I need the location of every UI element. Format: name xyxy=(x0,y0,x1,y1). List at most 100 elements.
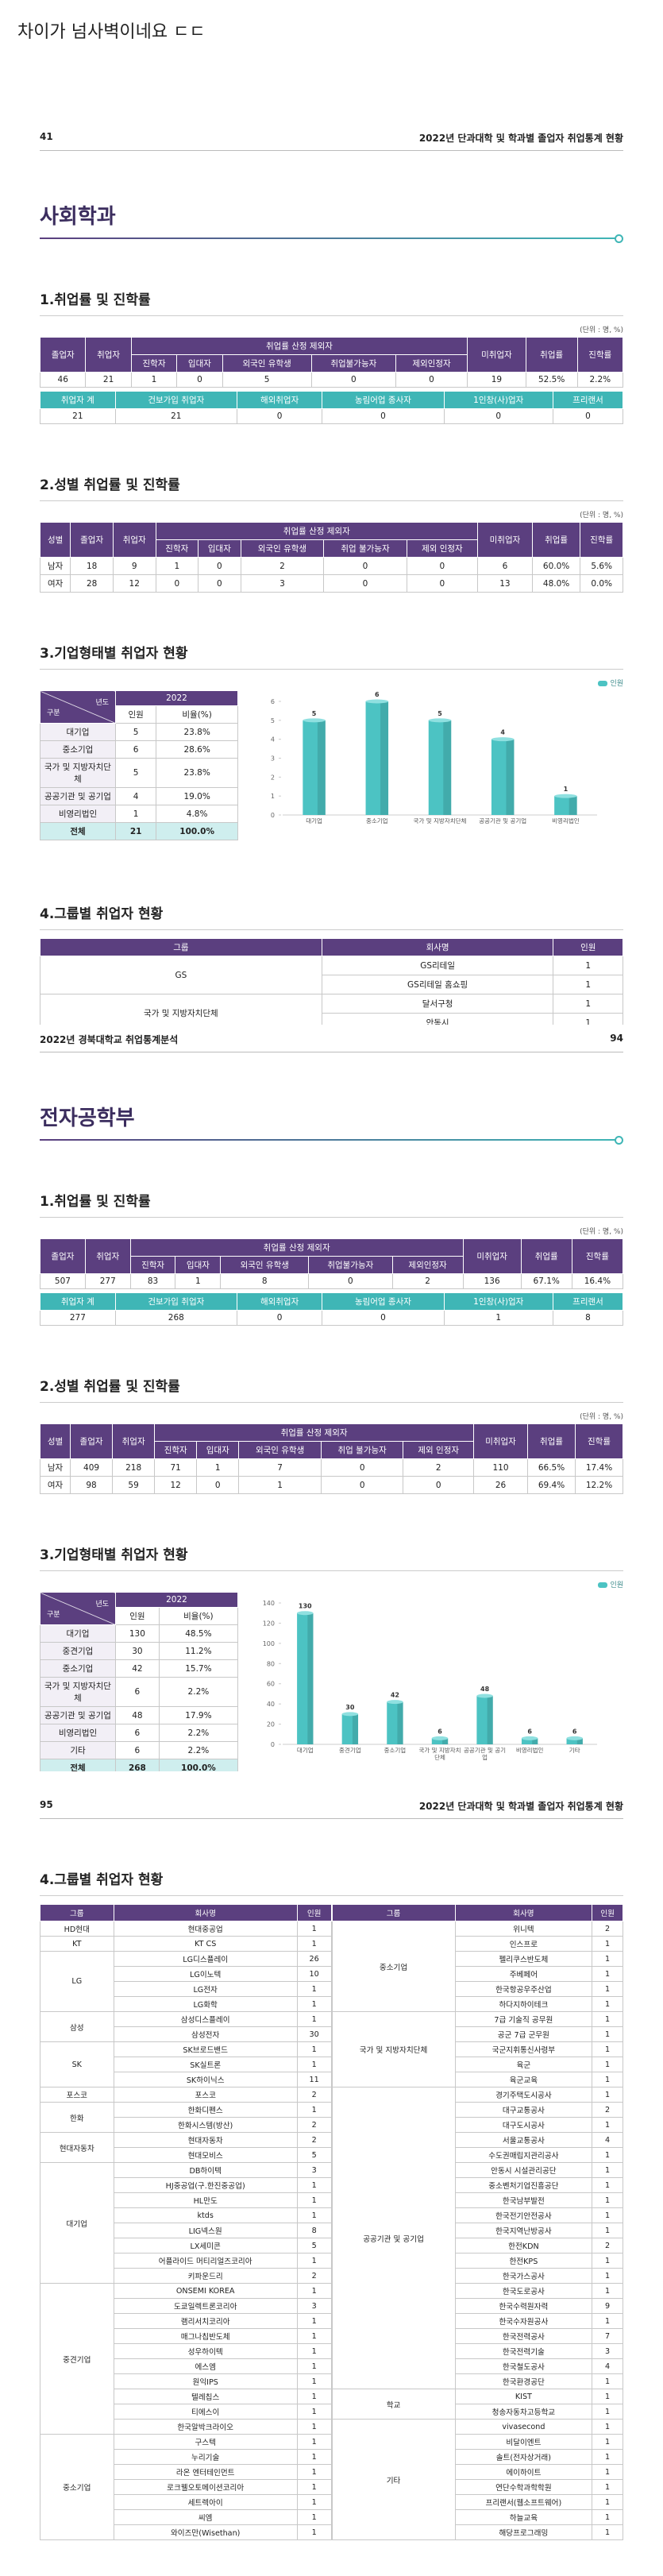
company-count: 1 xyxy=(592,2041,623,2057)
company-count: 2 xyxy=(592,2238,623,2254)
company-name: 텔레칩스 xyxy=(113,2389,298,2404)
table-cell: 6 xyxy=(114,740,157,759)
table-header: 인원 xyxy=(553,938,623,956)
company-count: 1 xyxy=(592,2509,623,2525)
company-count: 3 xyxy=(296,2162,332,2178)
company-name: 한전KPS xyxy=(454,2253,593,2269)
company-name: 한전KDN xyxy=(454,2238,593,2254)
y-tick-label: 0 xyxy=(271,812,275,819)
company-name: 삼성디스플레이 xyxy=(113,2011,298,2027)
company-count: 10 xyxy=(296,1966,332,1982)
company-count: 1 xyxy=(296,2524,332,2540)
table-cell: 전체 xyxy=(40,822,116,840)
company-name: HJ중공업(구.한진중공업) xyxy=(113,2177,298,2193)
running-title: 2022년 단과대학 및 학과별 졸업자 취업통계 현황 xyxy=(418,1801,623,1812)
bar xyxy=(365,701,389,815)
table-cell: 46 xyxy=(39,372,87,388)
table-cell: 0 xyxy=(320,1458,404,1477)
value-label: 6 xyxy=(375,691,380,698)
company-count: 1 xyxy=(592,2389,623,2404)
company-name: KIST xyxy=(454,2389,593,2404)
company-count: 2 xyxy=(296,2132,332,2148)
table-header: 진학률 xyxy=(571,1238,624,1274)
table-header: 취업불가능자 xyxy=(310,354,397,373)
header-row: 그룹 회사명 인원 xyxy=(40,938,623,956)
company-name: 한화디펜스 xyxy=(113,2102,298,2118)
company-name: 한국전력공사 xyxy=(454,2328,593,2344)
group-table-right: 그룹 회사명 인원 중소기업 위니텍 2 인스프로 1 펠리쿠스반도체 1 주베페어 1 한국항공우주산… xyxy=(331,1904,624,2540)
table-row: 국가 및 지방자치단체 7급 기술직 공무원 1 xyxy=(331,2011,623,2087)
bar-shade xyxy=(487,1695,493,1744)
company-count: 1 xyxy=(553,975,623,994)
table-row: 성우하이텍 1 xyxy=(40,2343,332,2359)
table-row: 키파운드리 2 xyxy=(40,2268,332,2284)
company-count: 1 xyxy=(592,2057,623,2072)
table-header: 졸업자 xyxy=(69,1423,114,1459)
header-row: 인원 비율(%) xyxy=(40,705,238,724)
table-cell: 2 xyxy=(240,557,325,575)
x-label-box: 비영리법인 xyxy=(552,818,580,825)
section-heading: 2.성별 취업률 및 진학률 xyxy=(40,473,623,501)
page-number: 94 xyxy=(610,1033,623,1044)
table-cell: 136 xyxy=(462,1273,522,1289)
bar-shade xyxy=(307,1612,314,1744)
table-cell: 0 xyxy=(320,1476,404,1494)
table-row: 국가 및 지방자치단체 달서구청 1 xyxy=(40,994,623,1025)
company-count: 1 xyxy=(592,2479,623,2495)
table-row: SK SK브로드밴드 1 xyxy=(40,2041,332,2087)
company-count: 1 xyxy=(296,2509,332,2525)
table-cell: 1 xyxy=(443,1310,553,1326)
company-name: GS리테일 홈쇼핑 xyxy=(321,975,554,994)
company-name: 한국항공우주산업 xyxy=(454,1981,593,1997)
table-cell: 여자 xyxy=(40,1476,71,1494)
page-header: 95 2022년 단과대학 및 학과별 졸업자 취업통계 현황 xyxy=(40,1799,623,1819)
section-heading: 1.취업률 및 진학률 xyxy=(40,288,623,316)
table-cell: 19.0% xyxy=(156,787,238,805)
company-name: vivasecond xyxy=(454,2419,593,2435)
table-row: 학교 KIST 1 xyxy=(331,2389,623,2420)
value-label: 6 xyxy=(438,1728,442,1735)
y-tick-label: 2 xyxy=(271,774,275,781)
table-cell: 110 xyxy=(472,1458,529,1477)
dept-title: 전자공학부 xyxy=(40,1106,135,1130)
table-cell: 0 xyxy=(155,574,199,593)
table-cell: 0 xyxy=(236,408,323,424)
table-header: 진학자 xyxy=(155,539,199,558)
bar-cap xyxy=(341,1712,359,1717)
unit-note: (단위 : 명, %) xyxy=(580,1228,623,1236)
table-cell: 국가 및 지방자치단체 xyxy=(40,1677,116,1707)
company-count: 1 xyxy=(592,1936,623,1952)
header-row: 년도 구분 2022 xyxy=(40,690,238,724)
table-header: 취업률 산정 제외자 xyxy=(155,522,479,540)
company-name: 원익IPS xyxy=(113,2373,298,2389)
company-count: 1 xyxy=(296,1996,332,2012)
section: 4.그룹별 취업자 현황 그룹 회사명 인원 GS GS리테일 1 GS리테일 홈쇼핑 1 국가 … xyxy=(40,902,623,1025)
table-cell: 66.5% xyxy=(527,1458,576,1477)
table-header: 진학자 xyxy=(130,354,178,373)
company-name: 성우하이텍 xyxy=(113,2343,298,2359)
title-rule xyxy=(40,234,623,243)
table-header: 취업자 계 xyxy=(40,1292,116,1311)
unit-note: (단위 : 명, %) xyxy=(580,326,623,334)
bar xyxy=(428,720,452,815)
table-cell: 0 xyxy=(198,574,241,593)
table-header: 진학자 xyxy=(129,1256,176,1274)
bar xyxy=(491,739,515,815)
group-name: GS xyxy=(40,956,322,994)
company-name: 매그나칩반도체 xyxy=(113,2328,298,2344)
table-row: 기타 vivasecond 1 xyxy=(331,2419,623,2540)
header-row: 진학자 입대자 외국인 유학생 취업불가능자 제외인정자 xyxy=(40,354,623,373)
company-name: 와이즈만(Wisethan) xyxy=(113,2524,298,2540)
y-tick-label: 20 xyxy=(267,1721,275,1728)
company-name: 누리기술 xyxy=(113,2449,298,2465)
company-count: 1 xyxy=(296,2494,332,2510)
header-row: 취업자 계 건보가입 취업자 해외취업자 농림어업 종사자 1인창(사)업자 프리랜서 xyxy=(40,391,624,409)
bar-cap xyxy=(365,699,389,704)
table-cell: 23.8% xyxy=(156,723,238,741)
company-count: 5 xyxy=(296,2147,332,2163)
table-row: LG이노텍 10 xyxy=(40,1966,332,1982)
company-name: 비달이엔트 xyxy=(454,2434,593,2450)
value-label: 42 xyxy=(391,1692,399,1699)
y-tick-label: 60 xyxy=(267,1681,275,1688)
company-name: LX세미콘 xyxy=(113,2238,298,2254)
